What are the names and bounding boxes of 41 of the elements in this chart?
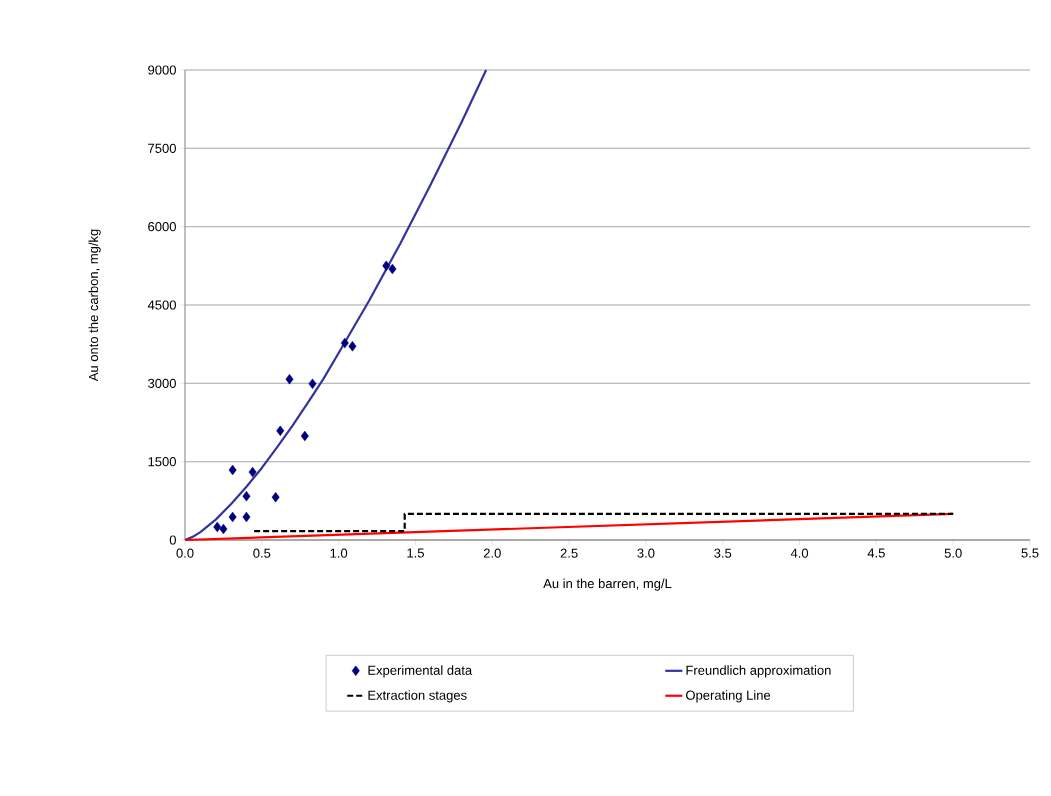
y-tick-label: 0 bbox=[169, 535, 176, 545]
x-tick-label: 3.0 bbox=[637, 548, 655, 558]
point bbox=[228, 464, 237, 476]
x-tick-label: 5.0 bbox=[944, 548, 962, 558]
point bbox=[308, 378, 317, 390]
y-tick-label: 7500 bbox=[148, 143, 176, 153]
x-tick-label: 1.5 bbox=[407, 548, 424, 558]
y-tick-label: 1500 bbox=[148, 457, 176, 467]
legend-label: Freundlich approximation bbox=[686, 665, 831, 678]
point bbox=[300, 430, 309, 442]
x-tick-label: 0.0 bbox=[176, 548, 194, 558]
y-tick-label: 4500 bbox=[147, 300, 176, 310]
point bbox=[340, 337, 349, 349]
legend-label: Extraction stages bbox=[368, 690, 467, 703]
legend-label: Operating Line bbox=[686, 690, 771, 703]
x-tick-label: 4.0 bbox=[790, 548, 809, 558]
x-tick-label: 2.0 bbox=[483, 548, 501, 558]
y-tick-label: 6000 bbox=[148, 222, 176, 232]
point bbox=[228, 511, 237, 523]
point bbox=[388, 263, 397, 275]
point bbox=[276, 425, 285, 437]
point bbox=[219, 523, 228, 535]
x-tick-label: 1.0 bbox=[330, 548, 348, 558]
x-tick-label: 5.5 bbox=[1021, 548, 1039, 558]
point bbox=[271, 491, 280, 503]
y-tick-label: 9000 bbox=[148, 65, 176, 75]
point bbox=[242, 490, 251, 502]
y-axis-title: Au onto the carbon, mg/kg bbox=[88, 229, 101, 382]
y-tick-label: 3000 bbox=[148, 378, 176, 388]
x-tick-label: 2.5 bbox=[560, 548, 578, 558]
point bbox=[285, 373, 294, 385]
x-axis-title: Au in the barren, mg/L bbox=[543, 578, 672, 591]
x-tick-label: 0.5 bbox=[253, 548, 271, 558]
legend-label: Experimental data bbox=[368, 665, 473, 678]
point bbox=[248, 466, 257, 478]
x-tick-label: 3.5 bbox=[714, 548, 732, 558]
point bbox=[213, 521, 222, 533]
point bbox=[348, 341, 357, 352]
point bbox=[242, 511, 251, 523]
point bbox=[382, 260, 391, 272]
x-tick-label: 4.5 bbox=[867, 548, 885, 558]
